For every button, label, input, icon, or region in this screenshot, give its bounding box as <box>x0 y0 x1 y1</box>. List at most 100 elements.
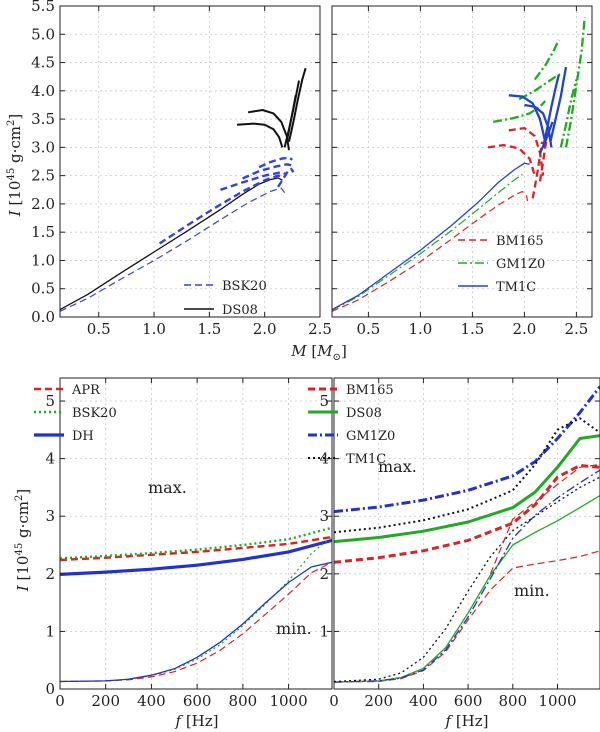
x-tick-label: 1.0 <box>142 320 166 338</box>
y-tick-label: 0.0 <box>31 308 55 326</box>
plot-frame <box>331 5 593 318</box>
series-line-branch-14 <box>541 74 560 148</box>
x-tick-label: 1000 <box>538 692 576 710</box>
panel-top-left: 0.5 1.0 1.5 2.0 2.5 0.0 0.5 1.0 1.5 2.0 2.5 3.0 3.5 4… <box>31 0 332 338</box>
legend-label: DS08 <box>222 303 258 318</box>
y-tick-label: 0 <box>45 680 55 698</box>
y-tick-label: 4 <box>45 450 55 468</box>
series-line-ds08 <box>60 177 283 311</box>
x-axis-label-bottom-left: f [Hz] <box>174 712 218 730</box>
panel-bottom-left: 0 200 400 600 800 1000 0 1 2 3 4 5 APR BSK20 DH max. min… <box>34 377 333 710</box>
x-tick-label: 600 <box>183 692 212 710</box>
x-tick-label: 2.5 <box>308 320 332 338</box>
plot-frame <box>333 377 600 690</box>
x-tick-label: 1.5 <box>197 320 221 338</box>
y-axis-label-bottom: I [1045 g·cm2] <box>14 489 32 592</box>
x-tick-label: 1000 <box>269 692 307 710</box>
series-group <box>334 385 600 683</box>
x-tick-label: 0.5 <box>87 320 111 338</box>
series-group <box>332 17 586 312</box>
series-line-branch-3 <box>60 561 332 683</box>
series-line-ds08 <box>334 434 600 544</box>
series-line-branch-8 <box>489 463 600 575</box>
series-line-branch-13 <box>524 103 553 148</box>
x-tick-label: 400 <box>409 692 438 710</box>
y-tick-label: 3 <box>319 507 329 525</box>
y-tick-label: 2 <box>319 565 329 583</box>
series-line-branch-3 <box>487 143 536 176</box>
legend-label: TM1C <box>496 280 536 295</box>
series-line-branch-15 <box>549 66 568 142</box>
series-line-branch-11 <box>285 95 297 142</box>
legend-label: DH <box>72 429 94 444</box>
series-line-tm1c <box>332 162 530 311</box>
legend-label: BM165 <box>496 234 544 249</box>
y-tick-label: 2.0 <box>31 195 55 213</box>
series-line-bsk20 <box>60 187 286 312</box>
annotation-max: max. <box>378 457 417 476</box>
series-line-gm1z0 <box>334 385 600 514</box>
x-tick-label: 1.5 <box>460 320 484 338</box>
series-line-branch-10 <box>288 67 307 142</box>
series-line-branch-10 <box>564 17 586 148</box>
x-tick-label: 0 <box>55 692 65 710</box>
x-axis-label-bottom-right: f [Hz] <box>444 712 488 730</box>
y-tick-label: 4.0 <box>31 82 55 100</box>
y-tick-label: 1 <box>319 622 329 640</box>
legend-label: BM165 <box>346 383 394 398</box>
panel-bottom-right: 0200400600800100012345BM165DS08GM1Z0TM1C… <box>308 377 600 710</box>
plot-frame <box>59 377 333 690</box>
x-tick-label: 800 <box>499 692 528 710</box>
series-line-bsk20 <box>60 526 332 560</box>
y-tick-label: 3.0 <box>31 138 55 156</box>
legend-label: BSK20 <box>222 279 267 294</box>
series-line-branch-7 <box>236 122 284 148</box>
legend-label: TM1C <box>346 452 386 467</box>
x-tick-label: 200 <box>364 692 393 710</box>
legend-label: GM1Z0 <box>346 429 395 444</box>
grid <box>332 6 592 317</box>
y-axis-label-top: I [1045 g·cm2] <box>6 114 24 217</box>
legend: BM165 DS08 GM1Z0 TM1C <box>308 383 395 467</box>
series-line-branch-6 <box>276 167 295 188</box>
grid <box>60 378 332 689</box>
legend: BSK20 DS08 <box>184 279 267 318</box>
legend-label: GM1Z0 <box>496 257 545 272</box>
x-tick-label: 600 <box>454 692 483 710</box>
series-line-apr <box>60 535 332 562</box>
x-tick-label: 2.5 <box>564 320 588 338</box>
series-line-branch-12 <box>508 94 547 142</box>
y-tick-label: 1.0 <box>31 251 55 269</box>
series-group <box>60 67 307 312</box>
series-group <box>60 526 332 683</box>
y-tick-label: 2 <box>45 565 55 583</box>
series-line-branch-4 <box>60 535 332 683</box>
annotation-max: max. <box>148 478 187 497</box>
grid <box>334 378 600 689</box>
series-line-branch-7 <box>334 476 600 683</box>
series-line-branch-6 <box>538 135 549 182</box>
series-line-gm1z0 <box>332 174 523 311</box>
series-line-branch-9 <box>533 39 560 81</box>
x-tick-label: 0.5 <box>356 320 380 338</box>
y-tick-label: 4.5 <box>31 54 55 72</box>
panel-top-right: 0.5 1.0 1.5 2.0 2.5 BM165 GM1Z0 TM1C <box>331 5 593 338</box>
legend-label: BSK20 <box>72 406 117 421</box>
series-line-branch-2 <box>158 174 285 245</box>
series-line-branch-4 <box>242 163 293 180</box>
series-line-tm1c <box>334 417 600 534</box>
series-line-branch-3 <box>220 170 288 191</box>
y-tick-label: 5 <box>319 392 329 410</box>
legend-label: DS08 <box>346 406 382 421</box>
y-tick-label: 2.5 <box>31 167 55 185</box>
series-line-branch-5 <box>258 156 293 169</box>
legend: BM165 GM1Z0 TM1C <box>458 234 545 295</box>
x-tick-label: 2.0 <box>512 320 536 338</box>
series-line-branch-4 <box>508 126 545 176</box>
series-line-branch-5 <box>60 561 332 683</box>
y-tick-label: 5.0 <box>31 25 55 43</box>
annotation-min: min. <box>514 581 550 600</box>
x-tick-label: 200 <box>91 692 120 710</box>
legend-label: APR <box>71 383 101 398</box>
